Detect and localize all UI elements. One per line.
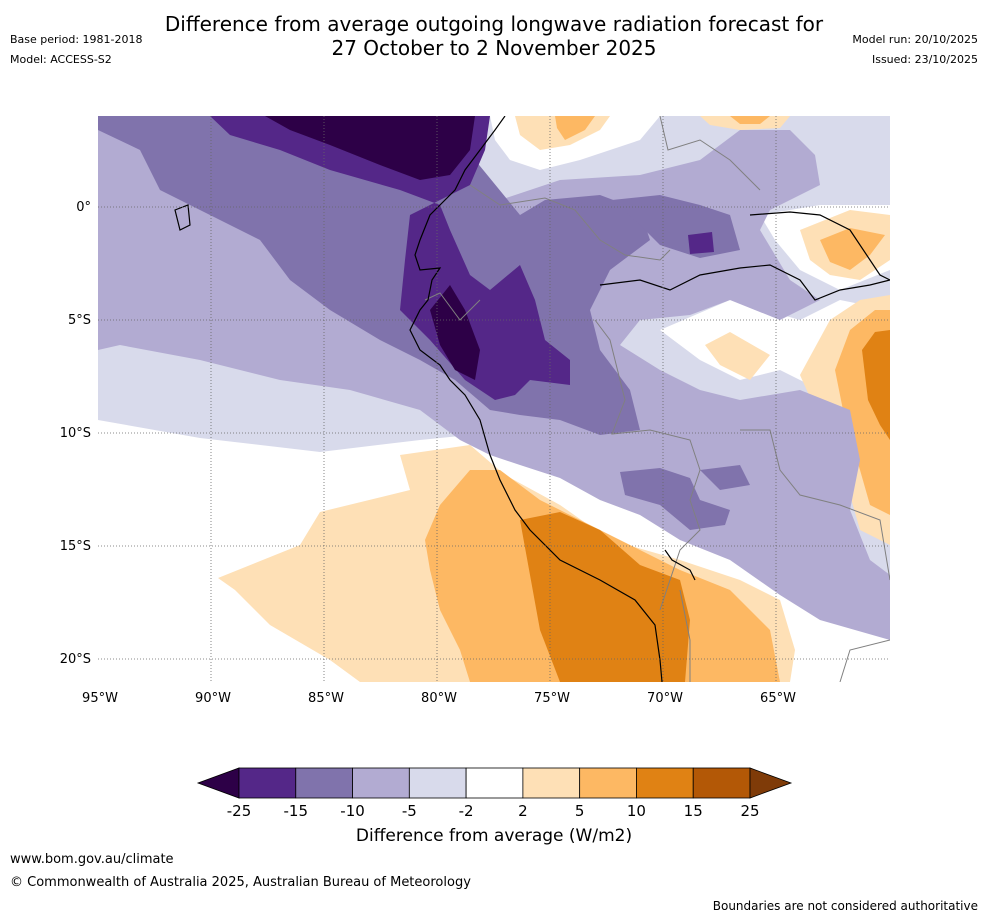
colorbar-swatch [352, 767, 410, 799]
galapagos-islands [174, 204, 191, 231]
chart-title-line2: 27 October to 2 November 2025 [331, 36, 657, 60]
border-peru-brazil-bolivia [594, 319, 701, 611]
border-ecuador-peru [424, 292, 481, 321]
chart-title-line1: Difference from average outgoing longwav… [164, 12, 824, 36]
anomaly-neg-10-15-patch [700, 465, 750, 490]
lat-label: 5°S [68, 313, 91, 328]
border-colombia-venezuela [659, 116, 761, 191]
anomaly-pos-5-10-north2 [730, 116, 770, 124]
colorbar-swatch [295, 767, 353, 799]
lat-label: 10°S [60, 426, 91, 441]
anomaly-neg-below-25-south [430, 285, 480, 380]
lon-label: 80°W [421, 691, 457, 706]
amazon-river [599, 264, 890, 301]
chart-title: Difference from average outgoing longwav… [0, 12, 988, 60]
border-bolivia-brazil [740, 429, 890, 581]
colorbar: -25 -15 -10 -5 -2 2 5 10 15 25 [196, 767, 793, 820]
border-paraguay [839, 639, 890, 682]
anomaly-pos-10-15 [520, 512, 690, 682]
colorbar-tick-label: 10 [627, 802, 646, 820]
lat-labels: 0° 5°S 10°S 15°S 20°S [60, 200, 91, 667]
meta-left: Base period: 1981-2018 Model: ACCESS-S2 [10, 30, 142, 70]
lon-label: 95°W [82, 691, 118, 706]
lon-labels: 95°W 90°W 85°W 80°W 75°W 70°W 65°W [82, 691, 796, 706]
pacific-coastline [409, 116, 663, 682]
anomaly-pos-2-5-patch [705, 332, 770, 380]
colorbar-swatch [636, 767, 694, 799]
lake-titicaca [664, 549, 696, 581]
border-chile-bolivia [679, 589, 691, 682]
coastline [174, 116, 890, 682]
colorbar-tick-label: -2 [459, 802, 474, 820]
anomaly-pos-5-10-ne [820, 228, 885, 270]
anomaly-pos-5-10-north [555, 116, 595, 140]
amazon-coast [749, 211, 890, 281]
colorbar-swatch [579, 767, 637, 799]
gridlines [98, 116, 890, 682]
lat-label: 0° [76, 200, 91, 215]
model-name: Model: ACCESS-S2 [10, 53, 112, 66]
footer-url[interactable]: www.bom.gov.au/climate [10, 852, 174, 867]
colorbar-tick-label: -25 [227, 802, 252, 820]
colorbar-tick-label: 25 [740, 802, 759, 820]
lon-label: 85°W [308, 691, 344, 706]
footer-copyright: © Commonwealth of Australia 2025, Austra… [10, 875, 471, 890]
colorbar-title: Difference from average (W/m2) [355, 826, 633, 846]
lon-label: 90°W [195, 691, 231, 706]
anomaly-neg-15-25 [210, 116, 570, 400]
anomaly-neg-10-15-south [620, 468, 730, 530]
colorbar-tick-label: 15 [684, 802, 703, 820]
border-colombia-peru [469, 184, 671, 261]
colorbar-swatch [408, 767, 467, 799]
lat-label: 15°S [60, 539, 91, 554]
colorbar-swatch [465, 767, 524, 799]
colorbar-swatch [238, 767, 297, 799]
country-borders [424, 116, 890, 682]
colorbar-tick-label: -10 [340, 802, 365, 820]
colorbar-swatch [522, 767, 581, 799]
colorbar-tick-label: -5 [402, 802, 417, 820]
lon-label: 75°W [534, 691, 570, 706]
lat-label: 20°S [60, 652, 91, 667]
colorbar-extend-max [749, 767, 793, 799]
meta-right: Model run: 20/10/2025 Issued: 23/10/2025 [852, 30, 978, 70]
issued-date: Issued: 23/10/2025 [871, 53, 978, 66]
lon-label: 70°W [647, 691, 683, 706]
anomaly-neg-below-25 [265, 116, 475, 180]
map-area [98, 116, 890, 682]
anomaly-pos-10-15-east [862, 330, 890, 440]
colorbar-extend-min [196, 767, 240, 799]
anomaly-neg-15-25-patch [688, 232, 714, 254]
colorbar-tick-label: 5 [575, 802, 585, 820]
model-run: Model run: 20/10/2025 [852, 33, 978, 46]
colorbar-swatch [692, 767, 751, 799]
colorbar-tick-label: 2 [518, 802, 528, 820]
lon-label: 65°W [760, 691, 796, 706]
footer-disclaimer: Boundaries are not considered authoritat… [712, 899, 978, 913]
colorbar-tick-label: -15 [284, 802, 309, 820]
base-period: Base period: 1981-2018 [10, 33, 143, 46]
